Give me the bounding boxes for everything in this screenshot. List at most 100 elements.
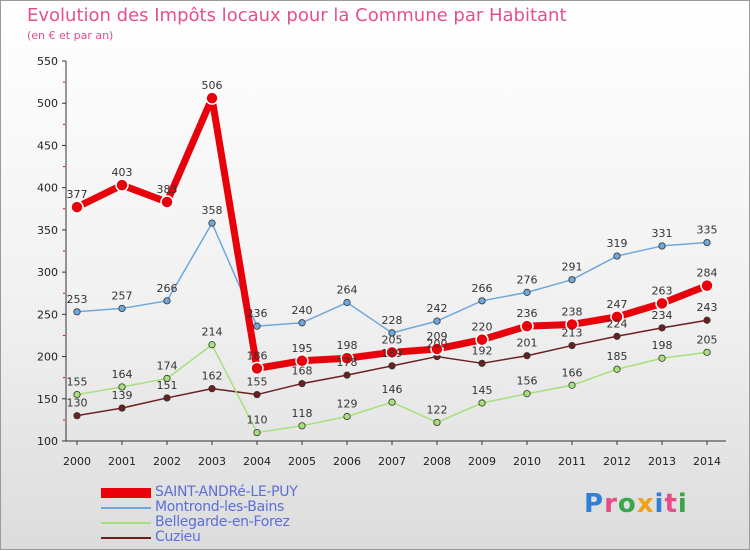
data-label: 214 xyxy=(202,326,223,339)
data-point xyxy=(295,354,309,368)
legend-swatch-bellegarde xyxy=(101,522,151,524)
data-label: 162 xyxy=(202,370,223,383)
y-tick-label: 400 xyxy=(37,182,58,195)
data-point xyxy=(658,354,666,362)
data-label: 155 xyxy=(247,376,268,389)
data-point xyxy=(613,252,621,260)
x-tick-label: 2002 xyxy=(153,455,181,468)
y-tick-label: 350 xyxy=(37,224,58,237)
legend-label-saint-andre: SAINT-ANDRé-LE-PUY xyxy=(155,484,298,500)
data-point xyxy=(298,319,306,327)
data-label: 198 xyxy=(337,339,358,352)
data-label: 358 xyxy=(202,204,223,217)
data-point xyxy=(568,341,576,350)
data-label: 236 xyxy=(247,307,268,320)
legend-label-bellegarde: Bellegarde-en-Forez xyxy=(155,514,290,530)
data-label: 118 xyxy=(292,407,313,420)
x-tick-label: 2006 xyxy=(333,455,361,468)
legend-swatch-montrond xyxy=(101,507,151,509)
x-tick-label: 2011 xyxy=(558,455,586,468)
data-point xyxy=(208,341,216,349)
data-point xyxy=(253,390,261,399)
data-label: 139 xyxy=(112,389,133,402)
legend-item-cuzieu: Cuzieu xyxy=(101,529,361,545)
data-label: 291 xyxy=(562,261,583,274)
legend-label-cuzieu: Cuzieu xyxy=(155,529,201,545)
x-tick-label: 2004 xyxy=(243,455,271,468)
data-point xyxy=(160,195,174,209)
data-point xyxy=(253,428,261,437)
legend-swatch-saint-andre xyxy=(101,488,151,498)
data-label: 243 xyxy=(697,301,718,314)
data-point xyxy=(703,348,711,356)
data-label: 377 xyxy=(67,188,88,201)
data-point xyxy=(70,200,84,214)
data-point xyxy=(613,332,621,340)
proxiti-logo: Proxiti xyxy=(584,489,688,519)
data-point xyxy=(478,359,486,367)
logo-letter: x xyxy=(636,489,655,519)
data-label: 168 xyxy=(292,365,313,378)
data-label: 166 xyxy=(562,366,583,379)
x-tick-label: 2005 xyxy=(288,455,316,468)
data-point xyxy=(433,317,441,325)
data-label: 319 xyxy=(607,237,628,250)
data-label: 238 xyxy=(562,305,583,318)
data-point xyxy=(520,319,534,333)
data-point xyxy=(208,219,216,227)
data-point xyxy=(343,298,351,307)
data-label: 263 xyxy=(652,284,673,297)
data-label: 234 xyxy=(652,309,673,322)
data-point xyxy=(115,178,129,192)
data-label: 257 xyxy=(112,289,133,302)
x-tick-label: 2010 xyxy=(513,455,541,468)
data-label: 185 xyxy=(607,350,628,363)
data-point xyxy=(430,342,444,356)
x-tick-label: 2013 xyxy=(648,455,676,468)
y-tick-label: 200 xyxy=(37,351,58,364)
data-point xyxy=(253,322,261,330)
data-label: 506 xyxy=(202,79,223,92)
data-label: 151 xyxy=(157,379,178,392)
data-label: 213 xyxy=(562,327,583,340)
data-point xyxy=(613,365,621,373)
data-label: 201 xyxy=(517,337,538,350)
data-point xyxy=(163,394,171,402)
data-point xyxy=(523,288,531,296)
data-label: 155 xyxy=(67,376,88,389)
data-point xyxy=(73,390,81,399)
data-point xyxy=(73,308,81,316)
logo-letter: r xyxy=(604,489,618,519)
x-tick-label: 2007 xyxy=(378,455,406,468)
data-label: 156 xyxy=(517,375,538,388)
data-label: 228 xyxy=(382,314,403,327)
y-tick-label: 250 xyxy=(37,308,58,321)
data-point xyxy=(388,329,396,337)
data-point xyxy=(73,412,81,420)
logo-letter: t xyxy=(664,489,678,519)
legend-item-montrond: Montrond-les-Bains xyxy=(101,499,361,515)
data-label: 209 xyxy=(427,330,448,343)
data-label: 284 xyxy=(697,267,718,280)
data-label: 164 xyxy=(112,368,133,381)
data-label: 264 xyxy=(337,284,358,297)
data-point xyxy=(118,383,126,391)
data-label: 266 xyxy=(157,282,178,295)
data-point xyxy=(703,238,711,247)
data-point xyxy=(388,362,396,370)
data-label: 253 xyxy=(67,293,88,306)
legend: SAINT-ANDRé-LE-PUY Montrond-les-Bains Be… xyxy=(101,484,361,545)
chart-subtitle: (en € et par an) xyxy=(27,29,114,42)
data-label: 189 xyxy=(382,347,403,360)
data-point xyxy=(655,296,669,311)
data-point xyxy=(118,304,126,313)
data-label: 129 xyxy=(337,398,358,411)
data-point xyxy=(478,399,486,407)
x-tick-label: 2012 xyxy=(603,455,631,468)
logo-letter: P xyxy=(584,489,605,519)
data-point xyxy=(658,324,666,332)
data-point xyxy=(610,310,624,324)
data-label: 331 xyxy=(652,227,673,240)
